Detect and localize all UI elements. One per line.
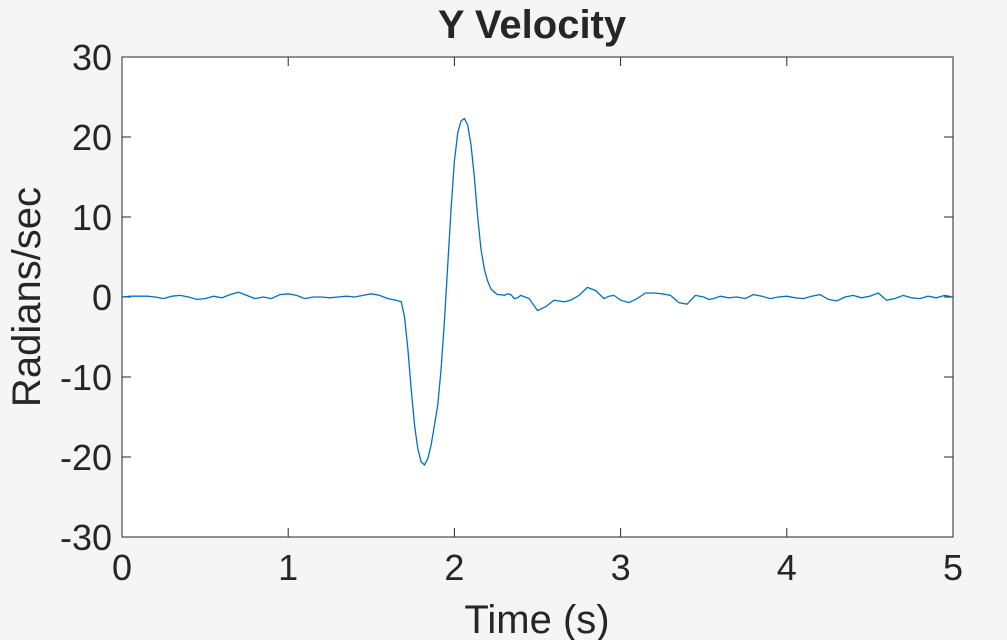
x-axis-label: Time (s): [464, 598, 609, 640]
y-tick-label: -10: [60, 357, 112, 398]
y-tick-label: 20: [72, 117, 112, 158]
x-tick-label: 2: [444, 547, 464, 588]
x-tick-label: 1: [278, 547, 298, 588]
y-tick-label: -20: [60, 437, 112, 478]
x-tick-label: 5: [943, 547, 963, 588]
x-tick-label: 0: [112, 547, 132, 588]
y-tick-label: -30: [60, 517, 112, 558]
chart-title: Y Velocity: [438, 3, 627, 47]
y-tick-label: 10: [72, 197, 112, 238]
x-tick-label: 4: [777, 547, 797, 588]
y-tick-label: 30: [72, 37, 112, 78]
x-tick-label: 3: [611, 547, 631, 588]
y-tick-label: 0: [92, 277, 112, 318]
series-line: [121, 117, 954, 467]
plot-area: [122, 57, 953, 537]
y-axis-label: Radians/sec: [5, 187, 49, 407]
plot-frame: [121, 56, 954, 538]
axis-tick-labels: 0 1 2 3 4 5 -30 -20 -10 0 10 20 30: [60, 37, 963, 588]
